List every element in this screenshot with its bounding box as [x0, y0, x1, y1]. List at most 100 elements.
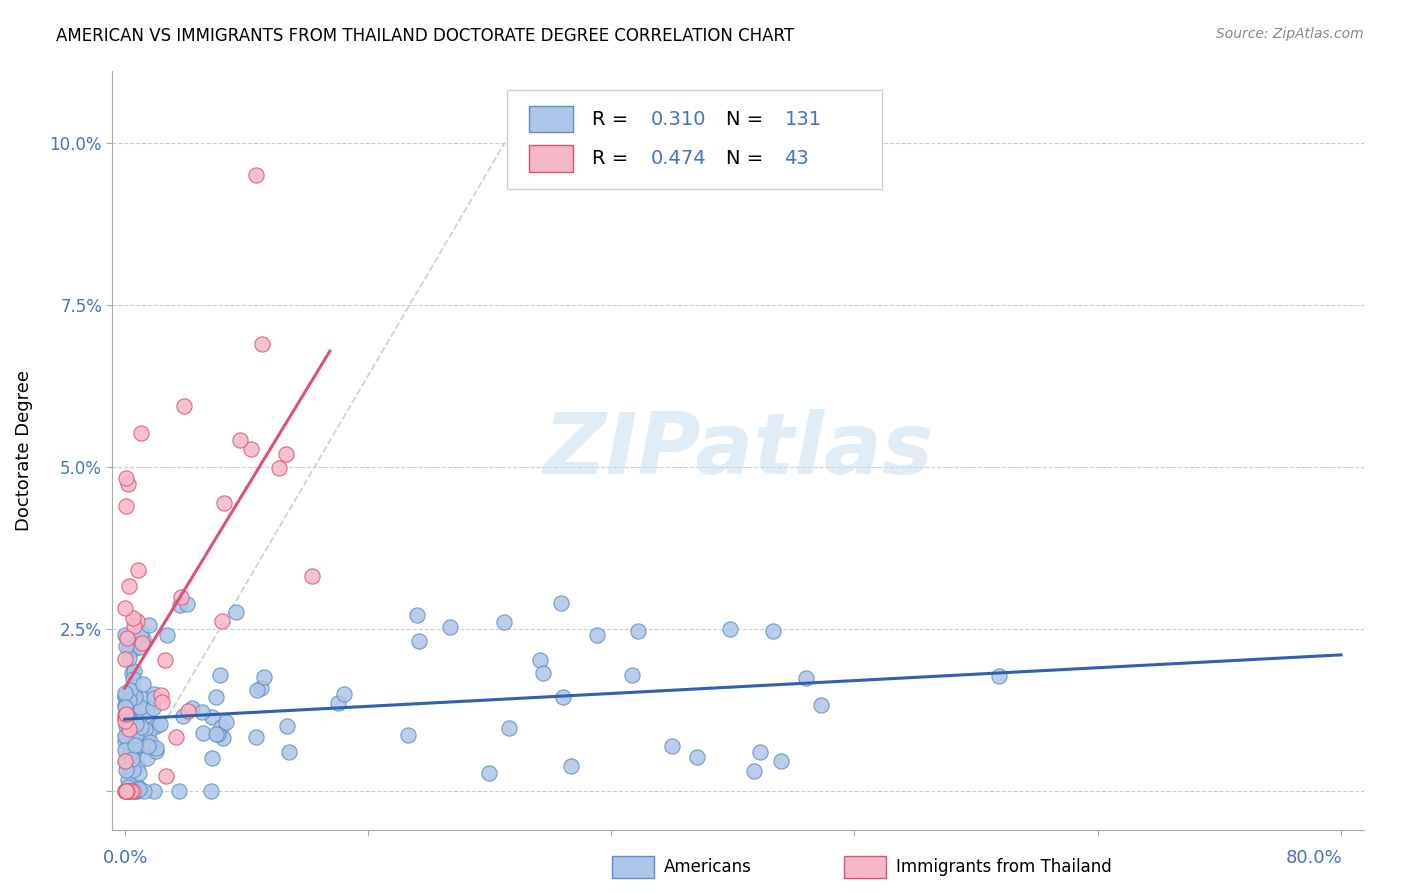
Point	[225, 605, 247, 619]
Text: R =: R =	[592, 110, 634, 128]
FancyBboxPatch shape	[529, 106, 574, 132]
Point	[114, 754, 136, 768]
Point	[118, 712, 141, 726]
Point	[114, 690, 136, 705]
Point	[118, 764, 141, 779]
Point	[245, 731, 267, 745]
Point	[114, 783, 136, 797]
Point	[132, 677, 155, 691]
Point	[114, 729, 136, 743]
Point	[121, 763, 143, 777]
Point	[267, 460, 290, 475]
Point	[762, 624, 785, 638]
Point	[143, 687, 166, 701]
Point	[301, 568, 323, 582]
Point	[167, 783, 190, 797]
Point	[141, 716, 163, 731]
Point	[114, 719, 136, 733]
Point	[122, 664, 145, 678]
Point	[115, 730, 138, 744]
Point	[115, 500, 138, 514]
Point	[117, 783, 139, 797]
Point	[121, 665, 143, 680]
Point	[129, 721, 152, 735]
Point	[114, 686, 136, 700]
Point	[127, 780, 149, 795]
Point	[240, 442, 263, 456]
Point	[114, 763, 136, 777]
Point	[200, 783, 222, 797]
Point	[118, 783, 141, 797]
Point	[122, 642, 145, 657]
Point	[114, 783, 136, 797]
Point	[211, 731, 233, 746]
Point	[131, 632, 153, 646]
Point	[114, 690, 136, 704]
Point	[333, 687, 356, 701]
Point	[136, 751, 159, 765]
Point	[149, 716, 172, 731]
Point	[129, 426, 152, 441]
Point	[124, 783, 146, 797]
Point	[114, 733, 136, 747]
Point	[139, 734, 162, 748]
Point	[718, 623, 741, 637]
Point	[135, 703, 157, 717]
FancyBboxPatch shape	[529, 145, 574, 172]
Point	[229, 433, 252, 447]
Point	[127, 738, 149, 752]
Point	[586, 628, 609, 642]
Point	[170, 591, 193, 605]
Point	[124, 690, 146, 704]
Point	[620, 667, 643, 681]
Point	[117, 773, 139, 788]
Point	[122, 683, 145, 698]
Text: 0.0%: 0.0%	[103, 849, 148, 867]
Point	[205, 727, 228, 741]
Point	[122, 672, 145, 686]
Point	[498, 722, 520, 736]
Point	[278, 745, 301, 759]
Point	[253, 670, 276, 684]
Text: N =: N =	[725, 110, 769, 128]
Point	[131, 703, 153, 717]
Point	[128, 640, 150, 654]
Point	[550, 596, 572, 610]
Text: 80.0%: 80.0%	[1286, 849, 1343, 867]
Point	[114, 700, 136, 714]
Text: Immigrants from Thailand: Immigrants from Thailand	[896, 858, 1111, 876]
Point	[529, 653, 551, 667]
Point	[742, 764, 765, 778]
Point	[117, 783, 139, 797]
Point	[115, 709, 138, 723]
Point	[117, 632, 139, 646]
Point	[136, 739, 159, 754]
Point	[250, 337, 273, 351]
Point	[748, 745, 770, 759]
Point	[114, 711, 136, 725]
Point	[405, 608, 427, 623]
Point	[177, 704, 200, 718]
Point	[118, 579, 141, 593]
Point	[145, 744, 167, 758]
Point	[121, 738, 143, 752]
Point	[135, 733, 157, 747]
Point	[274, 447, 297, 461]
Point	[169, 598, 191, 612]
Text: Source: ZipAtlas.com: Source: ZipAtlas.com	[1216, 27, 1364, 41]
Text: 131: 131	[785, 110, 821, 128]
Text: ZIPatlas: ZIPatlas	[543, 409, 934, 492]
Text: 0.310: 0.310	[651, 110, 706, 128]
FancyBboxPatch shape	[506, 90, 882, 189]
Text: Americans: Americans	[664, 858, 751, 876]
Point	[118, 651, 141, 665]
Point	[328, 696, 350, 710]
Point	[439, 620, 461, 634]
Point	[201, 710, 224, 724]
Point	[246, 682, 269, 697]
Point	[211, 614, 233, 628]
Point	[117, 734, 139, 748]
Point	[125, 742, 148, 756]
Point	[150, 688, 173, 702]
Point	[115, 783, 138, 797]
